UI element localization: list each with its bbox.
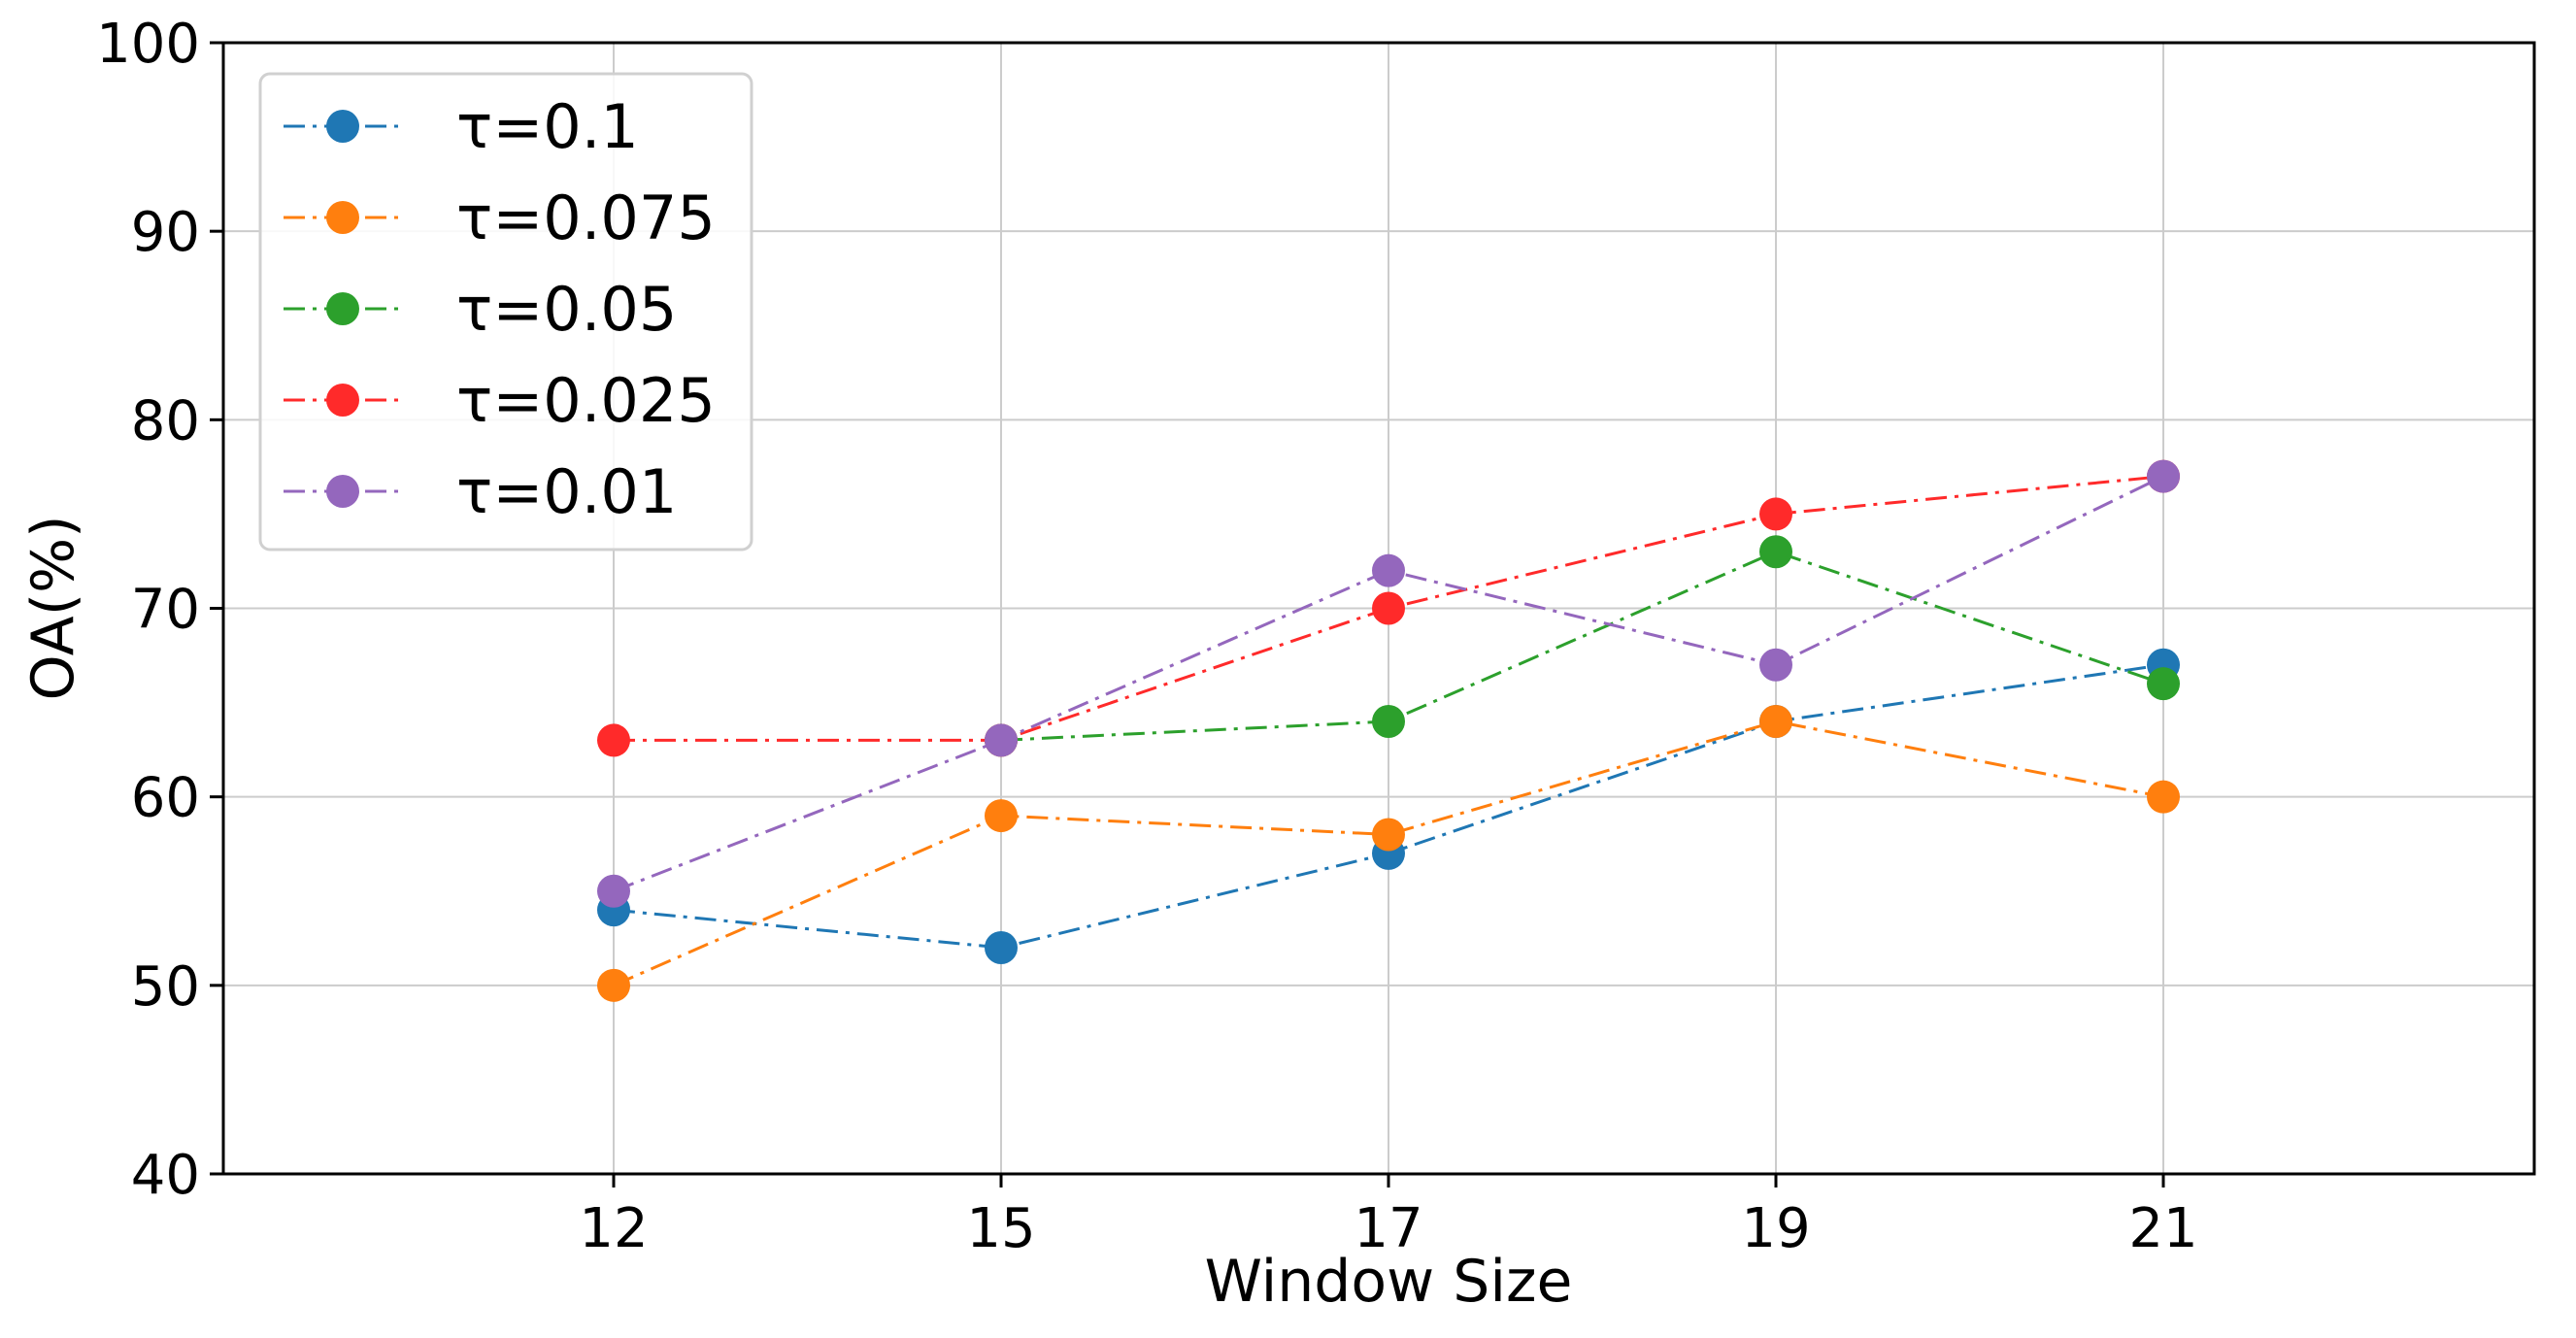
legend-item: τ=0.075: [284, 183, 716, 253]
data-point: [1372, 705, 1405, 738]
legend-label: τ=0.05: [456, 274, 677, 345]
data-point: [2147, 459, 2180, 493]
x-tick-label: 21: [2128, 1197, 2197, 1260]
series-line: [614, 475, 2164, 742]
data-point: [1372, 553, 1405, 587]
legend-item: τ=0.025: [284, 365, 716, 436]
legend-label: τ=0.01: [456, 456, 677, 527]
data-point: [985, 723, 1018, 757]
y-tick-label: 60: [131, 767, 200, 830]
data-point: [1759, 535, 1792, 569]
y-tick-label: 40: [131, 1144, 200, 1207]
data-point: [2147, 667, 2180, 701]
y-axis-label: OA(%): [19, 515, 87, 700]
series-4: [597, 459, 2180, 908]
y-tick-label: 100: [96, 13, 200, 76]
data-point: [985, 799, 1018, 833]
data-point: [985, 931, 1018, 964]
legend-marker: [326, 201, 359, 234]
x-tick-label: 19: [1741, 1197, 1810, 1260]
y-tick-label: 70: [131, 579, 200, 642]
data-point: [1759, 648, 1792, 682]
legend-label: τ=0.025: [456, 365, 716, 436]
data-point: [597, 968, 630, 1002]
series-2: [985, 535, 2180, 757]
data-point: [1372, 591, 1405, 625]
x-tick-label: 15: [966, 1197, 1035, 1260]
x-tick-label: 17: [1354, 1197, 1422, 1260]
legend-marker: [326, 110, 359, 143]
legend-item: τ=0.01: [284, 456, 677, 527]
legend-item: τ=0.1: [284, 91, 639, 162]
series-line: [1000, 550, 2164, 742]
x-tick-label: 12: [579, 1197, 648, 1260]
legend: τ=0.1 τ=0.075 τ=0.05 τ=0.025 τ=0.01: [258, 72, 753, 552]
series-layer: [597, 459, 2180, 1002]
legend-marker: [326, 292, 359, 325]
series-1: [597, 705, 2180, 1002]
data-point: [1759, 497, 1792, 531]
data-point: [597, 874, 630, 908]
y-tick-label: 50: [131, 955, 200, 1019]
legend-item: τ=0.05: [284, 274, 677, 345]
data-point: [597, 723, 630, 757]
data-point: [1372, 818, 1405, 852]
legend-box: [258, 72, 753, 552]
data-point: [1759, 705, 1792, 738]
legend-marker: [326, 475, 359, 508]
axis-ticks: 40 50 60 70 80 90 100 12 15 17 19 21: [96, 13, 2198, 1260]
legend-label: τ=0.1: [456, 91, 639, 162]
series-line: [613, 475, 2164, 893]
y-tick-label: 80: [131, 389, 200, 452]
y-tick-label: 90: [131, 201, 200, 264]
legend-label: τ=0.075: [456, 183, 716, 253]
data-point: [2147, 780, 2180, 814]
legend-marker: [326, 384, 359, 417]
series-line: [613, 719, 2164, 987]
x-axis-label: Window Size: [1205, 1248, 1573, 1316]
